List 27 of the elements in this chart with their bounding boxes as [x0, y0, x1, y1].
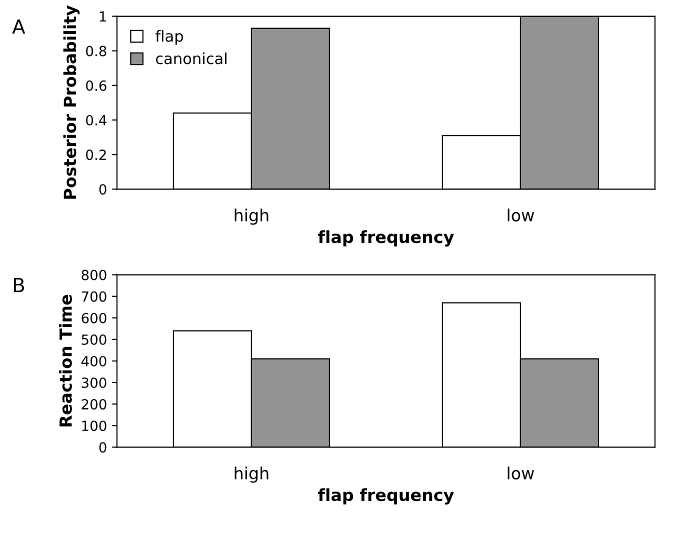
y-tick-label: 0.2 — [86, 150, 106, 160]
legend-label: canonical — [156, 52, 226, 64]
y-tick-label: 600 — [82, 312, 106, 324]
x-axis-title: flap frequency — [318, 230, 454, 247]
y-axis-title: Posterior Probability — [63, 5, 80, 199]
y-tick-label: 200 — [82, 399, 106, 410]
x-tick-label: high — [234, 208, 268, 225]
legend-label: flap — [156, 30, 184, 45]
y-tick-label: 0.4 — [86, 114, 106, 126]
y-tick-label: 0.8 — [86, 46, 106, 56]
y-tick-label: 0 — [99, 442, 106, 453]
y-tick-label: 800 — [82, 270, 106, 280]
y-tick-label: 700 — [82, 291, 106, 302]
y-tick-label: 0 — [99, 184, 106, 195]
x-tick-label: low — [508, 208, 534, 222]
chart-title: B — [14, 278, 24, 292]
x-tick-label: high — [234, 466, 268, 483]
y-tick-label: 100 — [82, 420, 106, 432]
y-axis-title: Reaction Time — [59, 294, 72, 426]
y-tick-label: 400 — [81, 356, 106, 366]
y-tick-label: 500 — [82, 334, 106, 345]
x-tick-label: low — [508, 466, 534, 480]
y-tick-label: 1 — [100, 11, 106, 22]
x-axis-title: flap frequency — [318, 488, 454, 505]
y-tick-label: 0.6 — [86, 80, 106, 91]
y-tick-label: 300 — [82, 377, 106, 388]
chart-title: A — [12, 19, 26, 34]
